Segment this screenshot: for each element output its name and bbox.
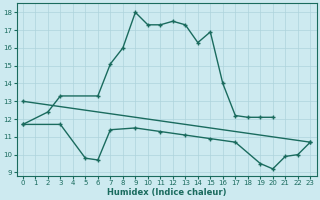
X-axis label: Humidex (Indice chaleur): Humidex (Indice chaleur)	[107, 188, 226, 197]
